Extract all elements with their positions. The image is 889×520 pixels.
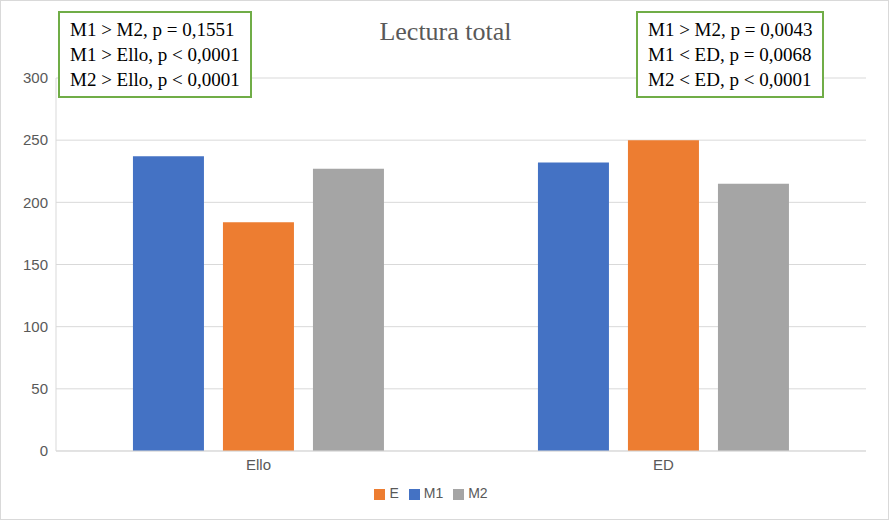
svg-text:150: 150 [23,256,48,273]
svg-text:Ello: Ello [246,456,271,473]
svg-text:250: 250 [23,131,48,148]
html-text:M1 > M2, p = 0,1551: M1 > M2, p = 0,1551 [70,19,235,40]
html-text:M2 < ED, p < 0,0001: M2 < ED, p < 0,0001 [648,69,812,90]
html-text:M1 > M2, p = 0,0043: M1 > M2, p = 0,0043 [648,19,813,40]
html-text:M2: M2 [468,485,488,501]
svg-text:300: 300 [23,69,48,86]
html-text:M1: M1 [423,485,444,501]
svg-text:100: 100 [23,318,48,335]
svg-text:200: 200 [23,194,48,211]
html-text:Lectura total: Lectura total [379,17,512,46]
html-text:M2 > Ello, p < 0,0001: M2 > Ello, p < 0,0001 [70,69,240,90]
svg-text:0: 0 [40,442,48,459]
html-text:E: E [389,485,399,501]
html-text:M1 < ED, p = 0,0068: M1 < ED, p = 0,0068 [648,44,812,65]
svg-text:ED: ED [653,456,674,473]
svg-text:50: 50 [31,380,48,397]
html-text:M1 > Ello, p < 0,0001: M1 > Ello, p < 0,0001 [70,44,240,65]
